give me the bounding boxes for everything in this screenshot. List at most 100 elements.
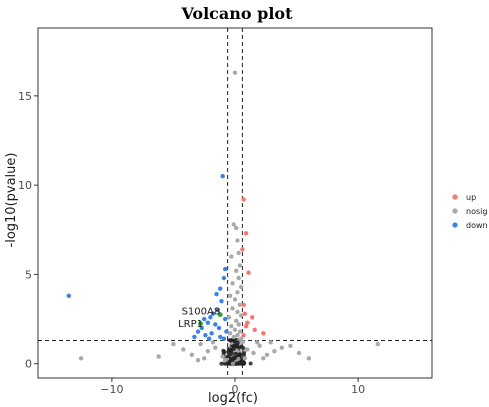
- point-nosig: [257, 343, 262, 349]
- point-nosig: [254, 340, 260, 345]
- point-nosig: [288, 343, 293, 349]
- point-nosig-dense: [223, 361, 228, 366]
- point-nosig: [234, 225, 239, 231]
- point-nosig: [202, 356, 207, 361]
- point-down: [202, 316, 207, 322]
- point-down: [209, 331, 214, 336]
- point-down: [213, 322, 218, 327]
- x-tick-label-0: −10: [100, 383, 123, 396]
- point-nosig-dense: [232, 339, 237, 344]
- point-nosig: [189, 352, 195, 357]
- point-down: [203, 332, 208, 338]
- point-up: [241, 197, 246, 202]
- point-nosig: [235, 238, 240, 243]
- point-nosig: [251, 350, 256, 356]
- point-nosig: [171, 341, 176, 347]
- point-nosig: [231, 222, 236, 227]
- x-tick-label-2: 10: [351, 383, 365, 396]
- point-nosig: [232, 327, 238, 332]
- point-nosig: [235, 309, 240, 315]
- chart-title: Volcano plot: [180, 4, 293, 23]
- point-down: [222, 266, 228, 272]
- point-nosig-dense: [241, 360, 246, 365]
- point-nosig: [222, 357, 228, 363]
- point-nosig-dense: [230, 361, 235, 366]
- point-nosig-dense: [239, 344, 244, 349]
- point-nosig: [231, 334, 236, 340]
- point-nosig: [232, 70, 238, 75]
- point-nosig: [205, 349, 211, 354]
- point-nosig-dense: [229, 347, 234, 352]
- point-nosig: [156, 354, 161, 359]
- point-nosig: [296, 350, 302, 356]
- legend-key-nosig: [452, 208, 458, 214]
- point-nosig-dense: [221, 348, 226, 353]
- point-nosig: [237, 263, 243, 268]
- point-nosig-dense: [235, 340, 240, 345]
- point-up: [245, 320, 250, 325]
- point-down: [192, 334, 197, 340]
- point-down: [66, 293, 71, 299]
- point-up: [242, 311, 248, 316]
- point-down: [199, 325, 204, 331]
- point-nosig: [375, 341, 381, 347]
- x-axis-label: log2(fc): [208, 391, 258, 406]
- point-nosig: [235, 290, 240, 295]
- point-down: [208, 315, 213, 320]
- point-down: [218, 334, 223, 340]
- point-nosig-dense: [219, 361, 224, 366]
- point-nosig-dense: [227, 338, 232, 343]
- data-points: [66, 70, 381, 366]
- annotation-point-1: [198, 321, 203, 326]
- point-down: [195, 329, 201, 334]
- point-up: [252, 327, 257, 332]
- point-nosig: [238, 284, 244, 290]
- point-nosig: [230, 281, 235, 286]
- point-down: [221, 336, 227, 341]
- point-nosig-dense: [227, 361, 232, 366]
- point-nosig-dense: [248, 361, 253, 366]
- point-nosig: [306, 356, 312, 361]
- point-down: [219, 299, 224, 304]
- point-nosig: [198, 341, 203, 347]
- annotation-label-0: S100A8: [182, 307, 221, 318]
- point-nosig: [230, 306, 235, 311]
- annotation-point-0: [217, 312, 223, 318]
- point-nosig: [181, 347, 186, 352]
- point-nosig: [238, 313, 244, 318]
- annotation-label-1: LRP1: [178, 319, 203, 330]
- y-tick-label-2: 10: [18, 179, 32, 192]
- legend-key-up: [452, 194, 458, 200]
- point-nosig: [232, 297, 238, 302]
- point-up: [243, 231, 249, 236]
- point-nosig-dense: [236, 356, 241, 361]
- point-down: [218, 286, 223, 291]
- point-nosig: [234, 268, 239, 274]
- point-nosig: [229, 254, 234, 259]
- legend-key-down: [452, 222, 458, 228]
- legend-label-nosig: nosig: [466, 207, 487, 216]
- point-nosig: [213, 345, 218, 350]
- point-nosig: [236, 322, 241, 327]
- point-nosig: [78, 356, 84, 361]
- point-nosig: [268, 340, 273, 345]
- point-down: [214, 291, 219, 297]
- point-nosig: [226, 315, 232, 320]
- point-nosig: [242, 356, 248, 361]
- y-tick-label-0: 0: [25, 358, 32, 371]
- point-down: [210, 311, 216, 316]
- point-down: [206, 336, 212, 341]
- y-tick-label-3: 15: [18, 90, 32, 103]
- point-nosig: [237, 329, 243, 334]
- point-nosig-dense: [234, 361, 239, 366]
- point-nosig: [227, 293, 233, 299]
- point-down: [216, 325, 222, 331]
- point-down: [224, 329, 229, 334]
- point-up: [241, 302, 246, 307]
- point-nosig: [234, 318, 239, 324]
- point-nosig: [220, 354, 225, 359]
- point-nosig: [261, 356, 266, 361]
